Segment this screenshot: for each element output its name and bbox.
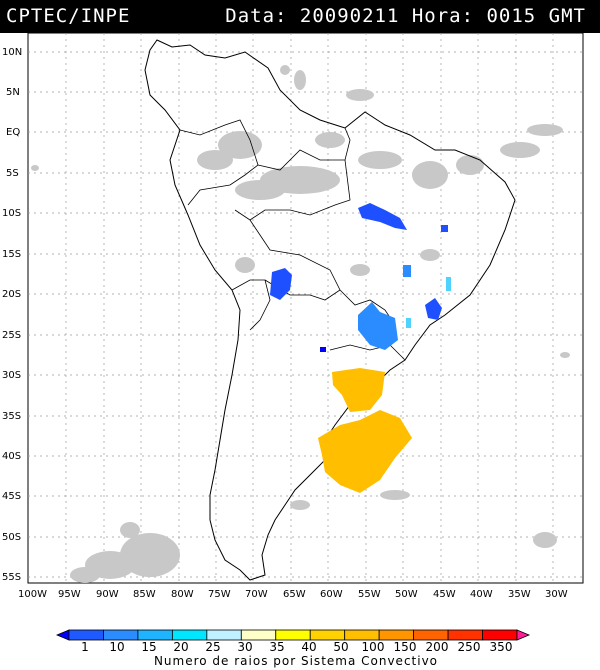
lon-label: 30W [545, 589, 568, 600]
lat-label: 5N [6, 87, 20, 98]
cell-blue-central-brazil [358, 203, 407, 230]
legend-swatch [447, 629, 483, 641]
legend-swatch [55, 629, 70, 641]
date-time-stamp: Data: 20090211 Hora: 0015 GMT [225, 5, 586, 27]
legend-swatch [240, 629, 277, 641]
lon-label: 45W [433, 589, 456, 600]
legend-swatch [68, 629, 104, 641]
lon-label: 85W [133, 589, 156, 600]
lon-label: 80W [171, 589, 194, 600]
lon-label: 35W [508, 589, 531, 600]
lon-label: 100W [18, 589, 47, 600]
legend-swatch [413, 629, 449, 641]
lat-label: 40S [2, 451, 21, 462]
cell-blue-bahia [441, 225, 448, 232]
lat-label: 10S [2, 208, 21, 219]
lon-label: 60W [320, 589, 343, 600]
legend-label: 250 [458, 640, 481, 654]
legend-labels: 1 10 15 20 25 30 35 40 50 100 150 200 25… [81, 640, 512, 654]
lon-label: 75W [208, 589, 231, 600]
cell-blue-bolivia [270, 268, 292, 300]
legend-label: 350 [490, 640, 513, 654]
lat-label: 45S [2, 491, 21, 502]
lon-label: 90W [96, 589, 119, 600]
lat-label: 20S [2, 289, 21, 300]
legend-label: 25 [205, 640, 220, 654]
lat-label: 30S [2, 370, 21, 381]
legend-swatch [309, 629, 346, 641]
map-frame [27, 33, 584, 584]
map-header: CPTEC/INPE Data: 20090211 Hora: 0015 GMT [0, 0, 600, 33]
legend-label: 10 [109, 640, 124, 654]
latitude-labels: 10N 5N EQ 5S 10S 15S 20S 25S 30S 35S 40S… [2, 47, 22, 583]
legend-title: Numero de raios por Sistema Convectivo [154, 654, 438, 668]
longitude-labels: 100W 95W 90W 85W 80W 75W 70W 65W 60W 55W… [18, 589, 568, 600]
cloud-cover [31, 65, 570, 583]
legend-label: 35 [269, 640, 284, 654]
legend-swatch [171, 629, 208, 641]
cell-blue-paraguay [358, 302, 398, 350]
legend-colorbar [55, 629, 531, 641]
legend-label: 15 [141, 640, 156, 654]
legend-swatch [137, 629, 173, 641]
legend-label: 20 [173, 640, 188, 654]
legend-swatch [516, 629, 531, 641]
cell-cyan-minas [446, 277, 451, 291]
legend-swatch [344, 629, 380, 641]
lon-label: 70W [245, 589, 268, 600]
lon-label: 65W [283, 589, 306, 600]
lightning-map: 10N 5N EQ 5S 10S 15S 20S 25S 30S 35S 40S… [2, 33, 584, 668]
legend-swatch [275, 629, 311, 641]
cell-cyan-sp [406, 318, 411, 328]
lightning-cells [270, 203, 451, 493]
legend-label: 100 [362, 640, 385, 654]
lat-label: 55S [2, 572, 21, 583]
cell-orange-rio-grande [332, 368, 385, 412]
lat-label: 15S [2, 249, 21, 260]
legend-label: 40 [301, 640, 316, 654]
lat-label: 50S [2, 532, 21, 543]
lat-label: 25S [2, 330, 21, 341]
lon-label: 55W [358, 589, 381, 600]
legend-label: 50 [333, 640, 348, 654]
legend-swatch [378, 629, 415, 641]
lat-label: 10N [2, 47, 22, 58]
cell-blue-minas [403, 265, 411, 277]
cell-blue-sao-paulo [425, 298, 442, 320]
legend-label: 30 [237, 640, 252, 654]
legend-swatch [206, 629, 242, 641]
lon-label: 40W [470, 589, 493, 600]
lat-label: 35S [2, 411, 21, 422]
lon-label: 95W [58, 589, 81, 600]
lat-label: 5S [6, 168, 19, 179]
lon-label: 50W [395, 589, 418, 600]
legend-swatch [103, 629, 139, 641]
agency-title: CPTEC/INPE [6, 5, 131, 27]
legend-label: 1 [81, 640, 89, 654]
legend-label: 200 [426, 640, 449, 654]
lat-label: EQ [6, 127, 20, 138]
legend-label: 150 [394, 640, 417, 654]
legend-swatch [482, 629, 518, 641]
cell-blue-argentina-north [320, 347, 326, 352]
cell-orange-argentina [318, 410, 412, 493]
